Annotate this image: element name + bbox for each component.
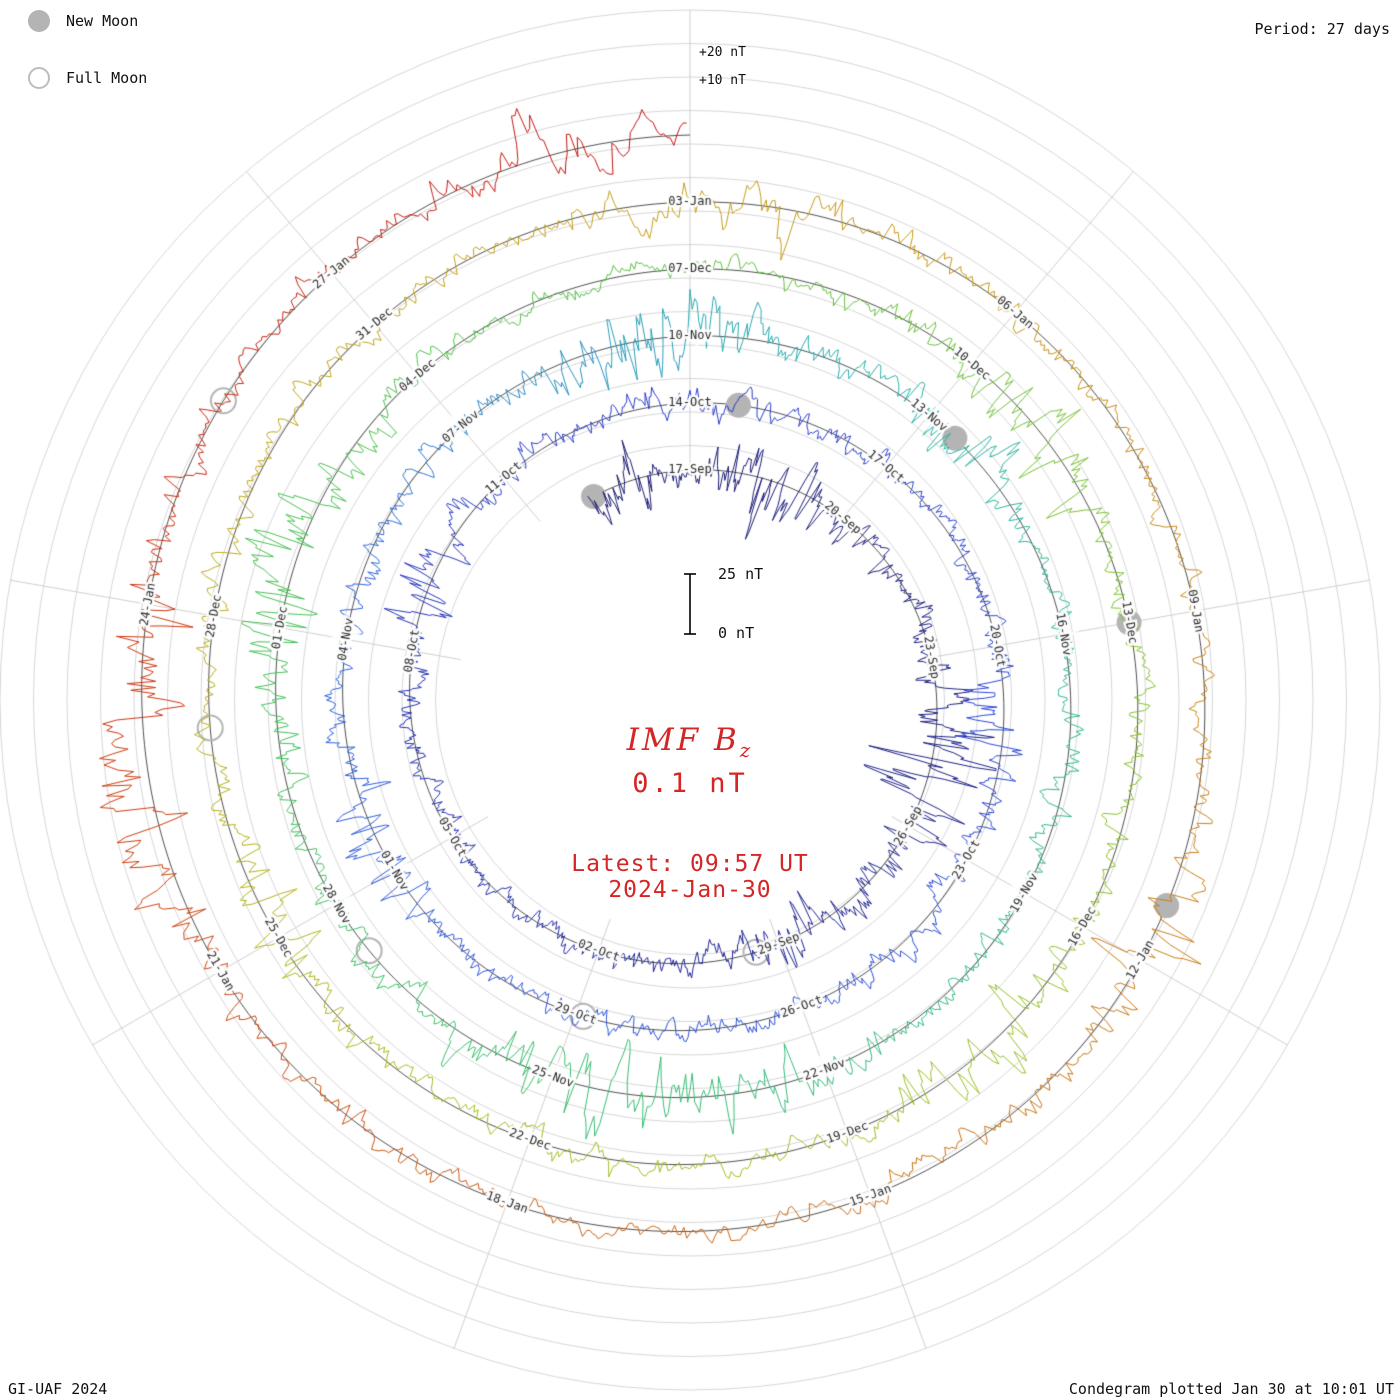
full-moon-label: Full Moon [66,69,148,87]
ref-plus20-label: +20 nT [699,45,746,60]
chart-title: IMF Bz [440,722,940,762]
plotted-timestamp: Condegram plotted Jan 30 at 10:01 UT [1068,1380,1394,1398]
legend-new-moon: New Moon [28,10,138,32]
latest-date-label: 2024-Jan-30 [608,877,772,904]
latest-bz-value: 0.1 nT [632,768,748,800]
amplitude-scale-bar [676,568,716,648]
full-moon-icon [28,67,50,89]
chart-title-subscript: z [739,738,754,763]
scale-bottom-label: 0 nT [718,624,755,642]
period-label: Period: 27 days [1254,20,1390,38]
scale-top-label: 25 nT [718,565,764,583]
new-moon-label: New Moon [66,12,139,30]
latest-time-label: Latest: 09:57 UT [571,851,809,878]
ref-plus10-label: +10 nT [699,73,746,88]
new-moon-icon [28,10,50,32]
legend-full-moon: Full Moon [28,67,147,89]
scale-bar-icon [684,573,696,635]
chart-title-main: IMF B [626,722,740,758]
center-annotations: IMF Bz 0.1 nT Latest: 09:57 UT 2024-Jan-… [440,722,940,903]
credit-label: GI-UAF 2024 [8,1380,108,1398]
moon-legend: New Moon Full Moon [28,10,248,110]
